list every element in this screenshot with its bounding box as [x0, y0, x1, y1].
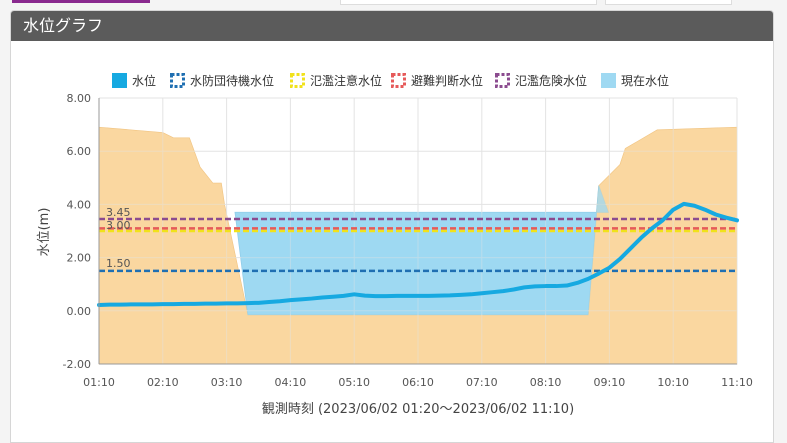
legend-label: 氾濫注意水位: [310, 73, 382, 88]
active-tab-indicator: [12, 0, 150, 3]
legend-label: 氾濫危険水位: [515, 73, 587, 88]
x-tick-label: 07:10: [466, 376, 498, 389]
y-tick-label: 2.00: [67, 252, 92, 265]
legend-label: 現在水位: [621, 73, 669, 88]
threshold-label: 1.50: [106, 257, 131, 270]
top-tab-box: [340, 0, 597, 5]
y-tick-label: 8.00: [67, 92, 92, 105]
y-tick-label: 6.00: [67, 145, 92, 158]
legend-label: 水位: [132, 73, 156, 88]
y-tick-label: 4.00: [67, 198, 92, 211]
legend-swatch: [290, 73, 305, 88]
legend-label: 水防団待機水位: [190, 73, 274, 88]
panel-title: 水位グラフ: [11, 11, 773, 41]
legend-swatch: [112, 73, 127, 88]
x-tick-label: 08:10: [530, 376, 562, 389]
legend-swatch: [495, 73, 510, 88]
top-tab-box: [605, 0, 732, 5]
x-axis-label: 観測時刻 (2023/06/02 01:20〜2023/06/02 11:10): [262, 402, 574, 417]
x-tick-label: 01:10: [83, 376, 115, 389]
y-axis-label: 水位(m): [37, 208, 52, 257]
x-tick-label: 11:10: [721, 376, 753, 389]
x-tick-label: 04:10: [275, 376, 307, 389]
x-tick-label: 10:10: [657, 376, 689, 389]
water-level-line: [97, 201, 739, 307]
y-tick-label: -2.00: [63, 358, 91, 371]
threshold-label: 3.00: [106, 219, 131, 232]
terrain-overlay: [99, 127, 737, 364]
legend-swatch: [170, 73, 185, 88]
legend-swatch: [601, 73, 616, 88]
x-tick-label: 03:10: [211, 376, 243, 389]
legend-swatch: [391, 73, 406, 88]
x-tick-label: 09:10: [594, 376, 626, 389]
x-tick-label: 02:10: [147, 376, 179, 389]
threshold-label: 3.45: [106, 206, 131, 219]
x-tick-label: 05:10: [338, 376, 370, 389]
y-tick-label: 0.00: [67, 305, 92, 318]
legend-label: 避難判断水位: [411, 73, 483, 88]
x-tick-label: 06:10: [402, 376, 434, 389]
